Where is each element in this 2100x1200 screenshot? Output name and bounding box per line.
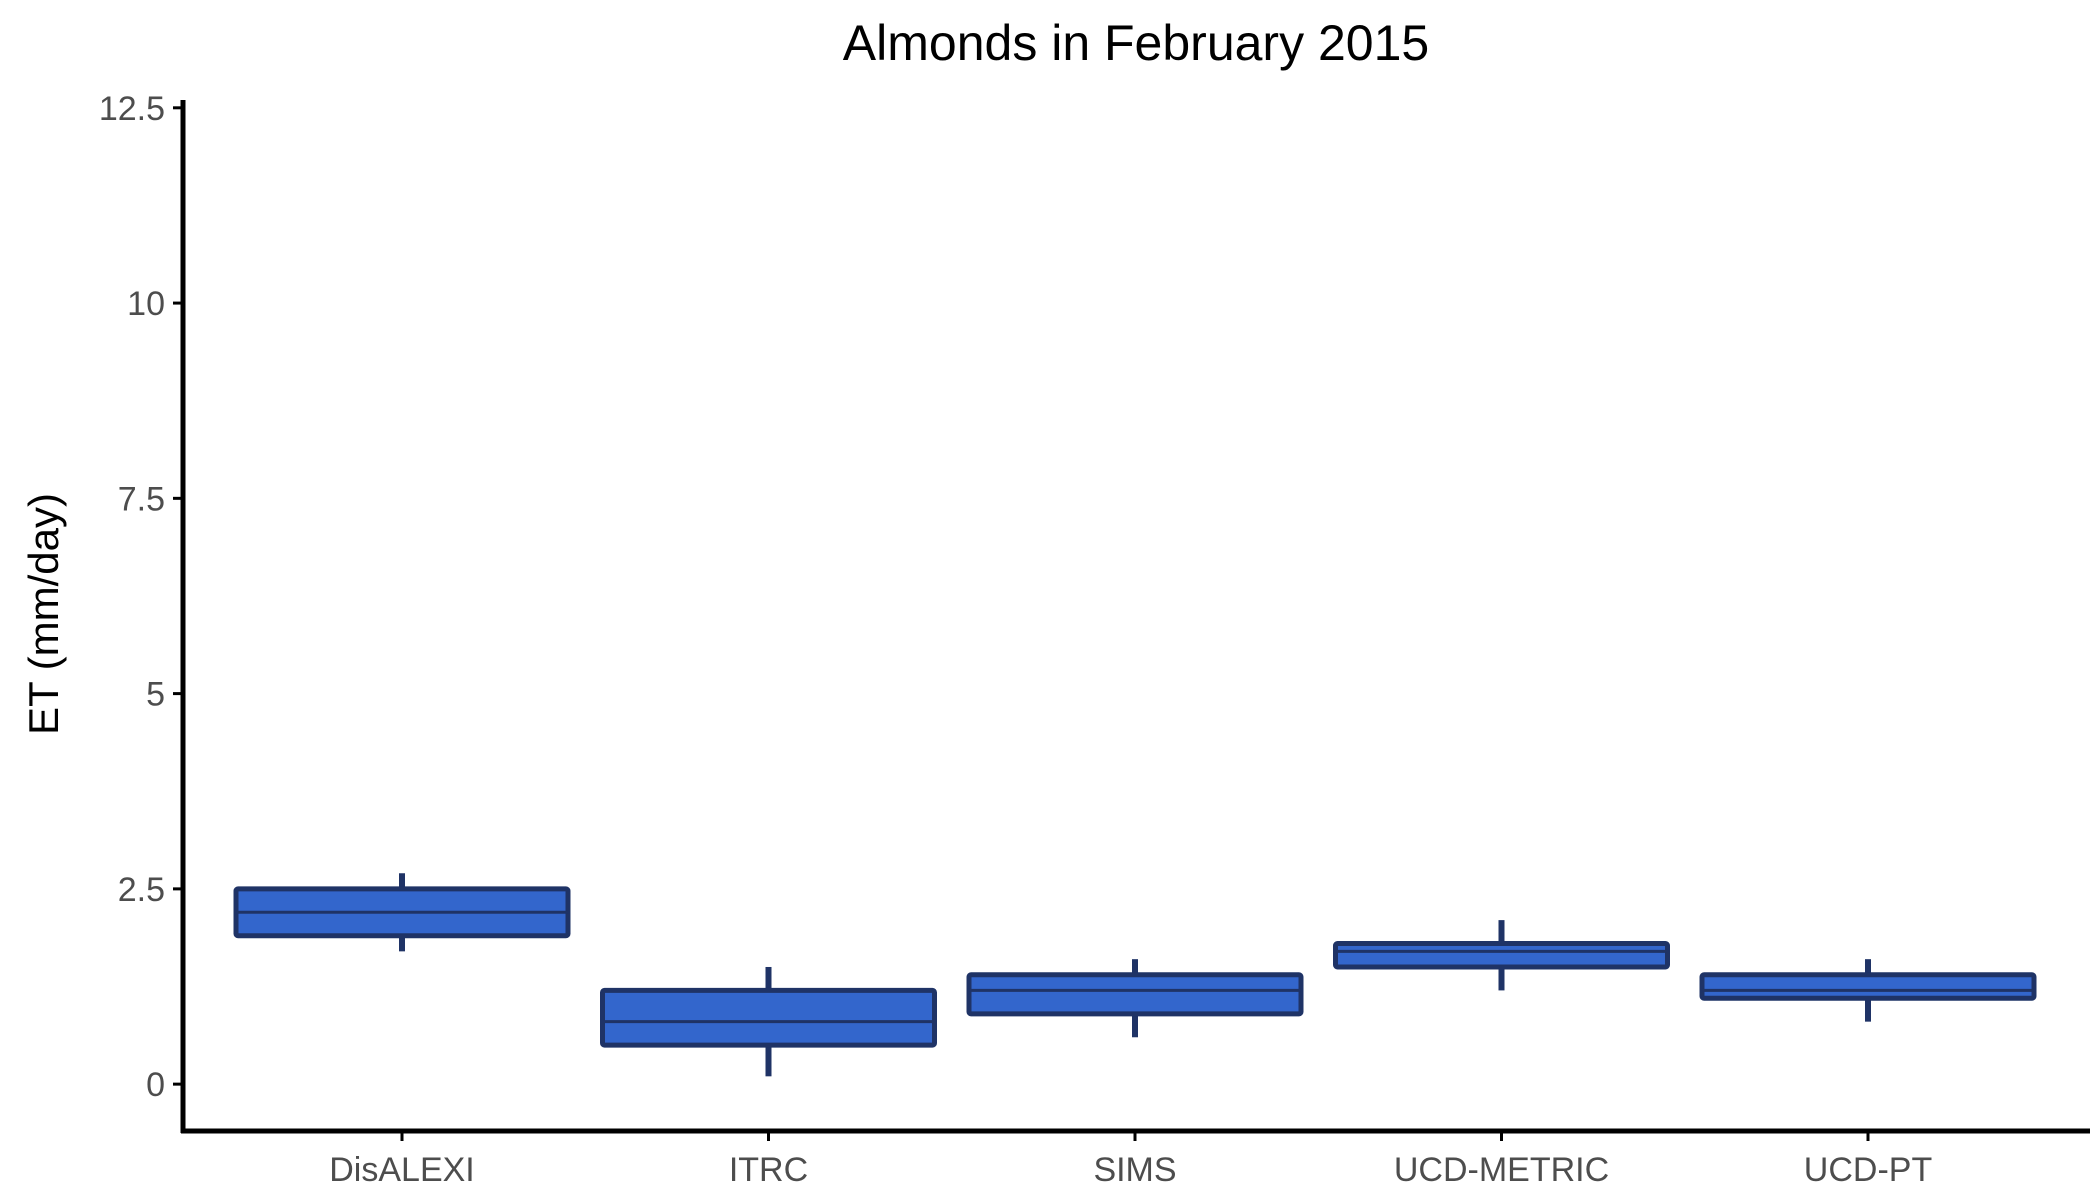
chart-title: Almonds in February 2015 [843,15,1429,71]
y-tick-label: 12.5 [99,90,165,128]
y-tick-label: 5 [146,676,165,714]
y-tick-label: 7.5 [118,480,165,518]
x-tick-label: UCD-METRIC [1394,1151,1609,1189]
y-tick-label: 0 [146,1066,165,1104]
box-itrc [600,987,937,1048]
box-ucd-metric [1333,941,1670,970]
x-tick-label: DisALEXI [329,1151,475,1189]
box-ucd-pt [1699,972,2037,1001]
x-tick-label: SIMS [1093,1151,1176,1189]
x-tick-label: UCD-PT [1804,1151,1932,1189]
y-axis-title: ET (mm/day) [20,493,67,735]
box-sims [966,972,1304,1017]
plot-area: 0 2.5 5 7.5 10 12.5 DisALEXI ITRC SIMS UCD-METRIC… [99,90,2090,1189]
y-tick-label: 10 [127,285,165,323]
x-tick-label: ITRC [729,1151,808,1189]
y-tick-label: 2.5 [118,871,165,909]
